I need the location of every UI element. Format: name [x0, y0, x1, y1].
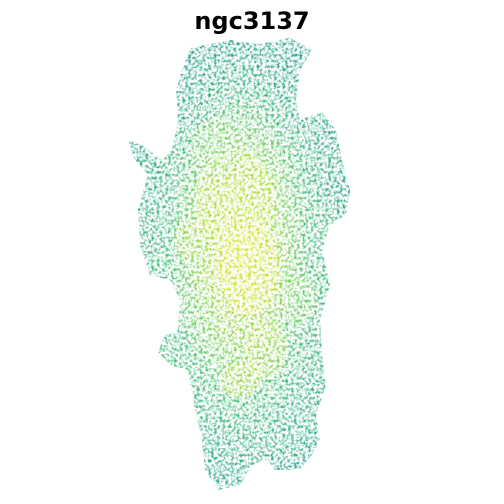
- plot-title: ngc3137: [194, 7, 310, 35]
